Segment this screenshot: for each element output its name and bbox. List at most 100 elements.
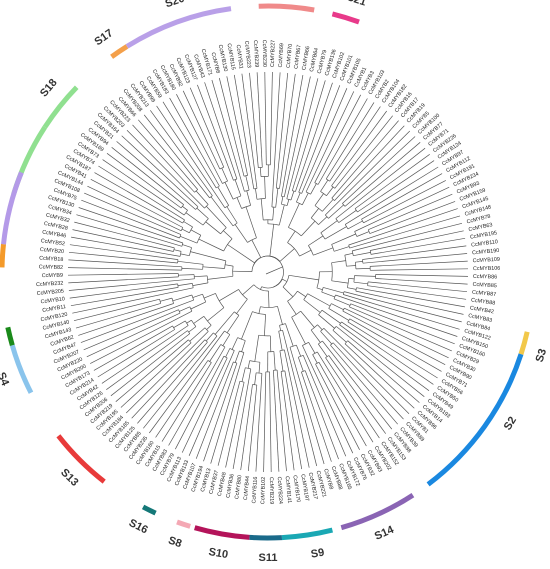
tree-branch xyxy=(179,251,182,257)
tree-branch xyxy=(176,94,223,184)
leaf-label: CcMYB130 xyxy=(217,44,228,72)
tree-branch xyxy=(286,199,290,206)
tree-branch xyxy=(355,261,363,263)
tree-branch xyxy=(181,242,184,247)
tree-branch xyxy=(241,73,258,189)
tree-branch xyxy=(161,362,212,442)
leaf-label: CcMYB46 xyxy=(42,229,67,239)
tree-branch xyxy=(168,346,226,446)
subgroup-label-s14: S14 xyxy=(373,523,397,542)
tree-branch xyxy=(219,289,239,302)
subgroup-label-s11: S11 xyxy=(259,552,278,564)
tree-branch xyxy=(303,293,308,300)
tree-branch xyxy=(344,252,353,256)
tree-branch xyxy=(301,220,316,237)
tree-branch xyxy=(273,351,276,371)
tree-branch xyxy=(279,350,284,372)
tree-branch xyxy=(241,340,246,352)
tree-branch xyxy=(204,204,209,209)
tree-branch xyxy=(234,224,248,243)
tree-branch xyxy=(282,278,287,282)
tree-branch xyxy=(173,320,186,329)
tree-branch xyxy=(318,314,335,329)
tree-branch xyxy=(269,224,275,257)
tree-branch xyxy=(240,384,253,471)
tree-branch xyxy=(217,186,230,206)
tree-branch xyxy=(331,303,344,311)
tree-branch xyxy=(363,180,446,224)
tree-branch xyxy=(314,205,323,212)
leaf-label: CcMYB42 xyxy=(469,305,494,315)
tree-branch xyxy=(308,342,316,354)
tree-branch xyxy=(314,182,319,185)
tree-branch xyxy=(233,178,238,181)
tree-branch xyxy=(310,329,321,343)
tree-branch xyxy=(375,274,469,277)
leaf-label: CcMYB18 xyxy=(39,256,64,263)
tree-branch xyxy=(341,321,434,385)
tree-branch xyxy=(344,291,462,323)
tree-branch xyxy=(314,193,324,206)
tree-branch xyxy=(279,73,296,189)
tree-branch xyxy=(339,321,342,325)
tree-branch xyxy=(356,287,465,308)
tree-branch xyxy=(217,381,241,466)
leaf-label: CcMYB63 xyxy=(468,222,493,233)
tree-branch xyxy=(234,179,242,197)
tree-branch xyxy=(137,341,208,424)
tree-branch xyxy=(218,77,245,177)
leaf-label: CcMYB87 xyxy=(472,290,497,298)
subgroup-label-s17: S17 xyxy=(92,27,115,48)
tree-branch xyxy=(254,335,260,362)
tree-branch xyxy=(78,303,174,336)
tree-branch xyxy=(180,253,190,257)
tree-branch xyxy=(110,333,191,397)
tree-branch xyxy=(67,267,182,271)
leaf-label: CcMYB70 xyxy=(286,44,294,69)
tree-branch xyxy=(256,198,266,200)
tree-branch xyxy=(192,282,209,286)
leaf-label: CcMYB69 xyxy=(278,43,285,68)
tree-branch xyxy=(206,206,227,228)
tree-branch xyxy=(367,285,467,300)
leaf-label: CcMYB230 xyxy=(261,40,267,67)
tree-branch xyxy=(186,319,192,324)
tree-branch xyxy=(355,290,464,315)
tree-branch xyxy=(207,307,225,322)
subgroup-label-s13: S13 xyxy=(58,467,80,489)
tree-branch xyxy=(331,120,399,199)
leaf-label: CcMYB78 xyxy=(466,214,491,226)
tree-branch xyxy=(347,220,363,230)
tree-branch xyxy=(287,230,296,243)
tree-branch xyxy=(253,255,276,266)
leaf-label: CcMYB84 xyxy=(466,321,491,333)
leaf-label: CcMYB219 xyxy=(268,477,274,504)
subgroup-arc-s21 xyxy=(331,11,360,25)
tree-branch xyxy=(190,229,201,236)
tree-branch xyxy=(286,198,292,201)
tree-branch xyxy=(354,231,358,237)
tree-branch xyxy=(225,382,245,468)
tree-branch xyxy=(323,327,410,415)
tree-branch xyxy=(284,349,310,468)
tree-branch xyxy=(68,251,178,264)
tree-branch xyxy=(310,208,319,219)
leaf-label: CcMYB31 xyxy=(235,44,244,69)
tree-branch xyxy=(222,180,228,184)
subgroup-label-s18: S18 xyxy=(38,77,60,100)
tree-branch xyxy=(195,361,234,459)
tree-branch xyxy=(291,310,301,318)
leaf-label: CcMYB102 xyxy=(260,477,267,504)
tree-branch xyxy=(342,310,446,366)
tree-branch xyxy=(265,266,284,275)
tree-branch xyxy=(321,291,335,298)
tree-branch xyxy=(106,330,188,390)
subgroup-label-s3: S3 xyxy=(534,347,549,363)
tree-branch xyxy=(370,268,469,271)
tree-branch xyxy=(255,373,263,472)
tree-branch xyxy=(264,314,266,336)
tree-branch xyxy=(369,201,456,234)
leaf-label: CcMYB10 xyxy=(40,296,65,305)
tree-branch xyxy=(203,362,238,462)
